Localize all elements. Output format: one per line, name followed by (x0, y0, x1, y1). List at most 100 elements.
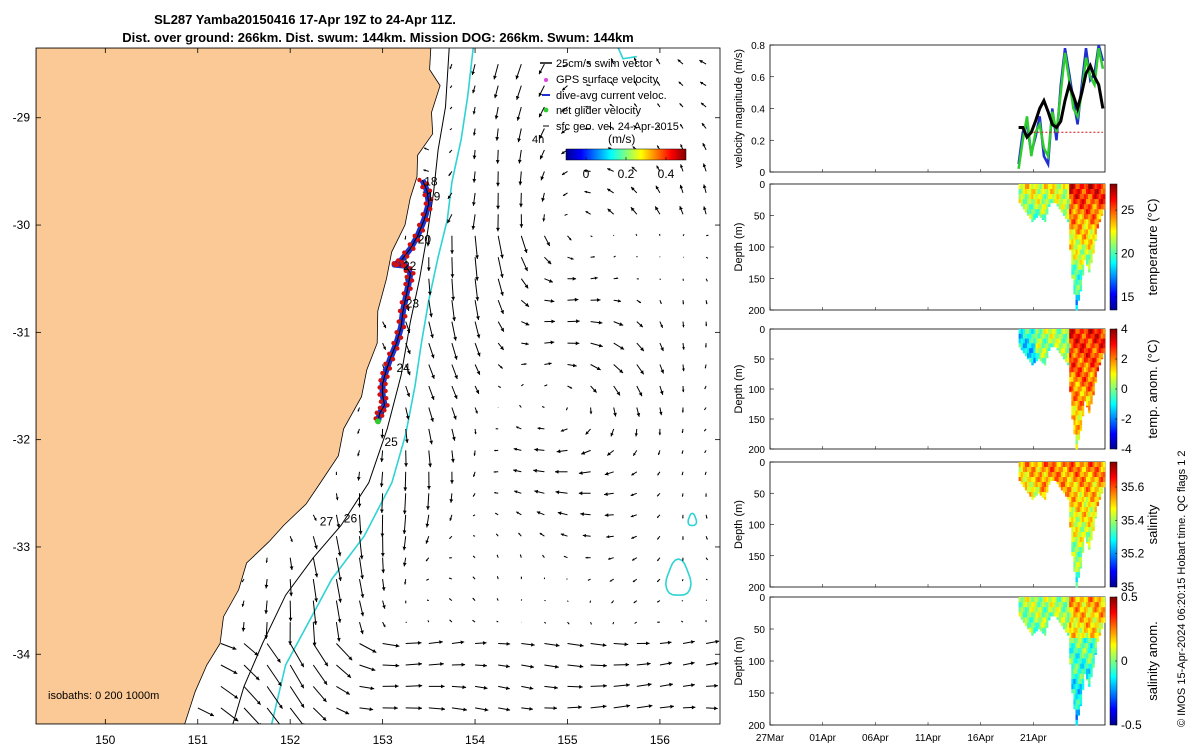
temperature-cell (1075, 214, 1078, 220)
temperature-cell (1079, 184, 1083, 190)
salinity-cell (1024, 472, 1028, 478)
temp_anom-cell (1071, 353, 1074, 359)
temp_anom-cell (1077, 357, 1080, 363)
velocity-vector (584, 190, 591, 194)
temp_anom-cell (1098, 343, 1102, 349)
temperature-cell (1065, 209, 1068, 215)
salinity-cell (1077, 477, 1080, 483)
temp_anom-cell (1046, 343, 1049, 349)
salinity-cell (1048, 477, 1051, 483)
sal_anom-cell (1035, 607, 1038, 613)
temperature-cell (1090, 254, 1093, 260)
temp_anom-cell (1039, 353, 1043, 359)
salinity-ytick-label: 150 (748, 552, 765, 563)
temp_anom-cell (1092, 381, 1095, 387)
temp_anom-cell (1081, 410, 1085, 416)
sal_anom-cell (1079, 653, 1083, 659)
temperature-cell (1083, 224, 1087, 230)
track-dot-red (377, 392, 382, 397)
velocity-vector (451, 385, 458, 400)
temp_anom-cell (1020, 343, 1024, 349)
temperature-cell (1050, 184, 1053, 190)
salinity-cell (1065, 492, 1068, 497)
temp_anom-cell (1075, 377, 1078, 383)
temp_anom-cell (1041, 333, 1045, 339)
salinity-cell (1069, 487, 1072, 493)
temperature-cell (1073, 224, 1076, 230)
temp_anom-cell (1081, 381, 1085, 387)
salinity-cell (1058, 482, 1061, 488)
time-tick-label: 01Apr (809, 733, 836, 744)
velocity-vector (312, 643, 329, 667)
salinity-cell (1067, 477, 1070, 483)
velocity-vector (606, 450, 615, 456)
velocity-vector (359, 664, 376, 672)
temp_anom-cell (1102, 338, 1106, 344)
velocity-vector (609, 103, 614, 108)
temperature-cell (1069, 209, 1072, 215)
sal_anom-cell (1073, 627, 1076, 634)
temp_anom-cell (1043, 353, 1047, 359)
velocity-vector (404, 579, 407, 585)
temp_anom-cell (1020, 338, 1024, 344)
temperature-cell (1086, 259, 1089, 265)
temperature-cell (1069, 214, 1072, 220)
sal_anom-cell (1088, 597, 1091, 603)
day-label: 18 (424, 174, 438, 188)
track-dot-red (380, 370, 385, 376)
temp_anom-cell (1060, 353, 1064, 357)
temperature-cell (1039, 199, 1043, 205)
temperature-cell (1079, 244, 1083, 250)
sal_anom-cell (1073, 612, 1076, 618)
sal_anom-cell (1094, 643, 1097, 649)
temp_anom-cell (1022, 338, 1026, 344)
temp_anom-cell (1094, 367, 1097, 373)
velocity-vector (475, 707, 489, 712)
temp_anom-cell (1081, 353, 1085, 359)
salinity-cell (1069, 467, 1072, 473)
salinity-cell (1090, 522, 1093, 528)
temperature-cell (1037, 214, 1040, 216)
temp_anom-cell (1052, 338, 1055, 344)
salinity-cell (1092, 527, 1095, 532)
temp_anom-cell (1039, 329, 1043, 335)
velocity-vector (654, 206, 661, 215)
velocity-vector (580, 512, 591, 517)
salinity-cell (1033, 487, 1036, 493)
temp_anom-cell (1086, 367, 1089, 373)
day-label: 27 (320, 515, 334, 529)
temperature-cell (1086, 199, 1089, 205)
velocity-vector (544, 340, 555, 345)
velocity-vector (449, 514, 453, 521)
velocity-vector (604, 471, 614, 476)
track-dot-red (385, 374, 390, 379)
velocity-vector (680, 164, 684, 172)
salinity-cell (1069, 527, 1072, 528)
salinity-cell (1086, 502, 1089, 508)
salinity-cell (1050, 462, 1053, 468)
temp_anom-ytick-label: 200 (748, 445, 765, 456)
velocity-vector (312, 686, 327, 703)
sal_anom-cell (1079, 704, 1083, 707)
sal_anom-cell (1035, 622, 1038, 628)
temperature-cell (1062, 184, 1066, 190)
track-dot-red (402, 250, 407, 255)
temp_anom-cell (1079, 367, 1083, 373)
temperature-cell (1094, 224, 1097, 230)
sal_anom-cell (1071, 663, 1074, 669)
salinity-cell (1100, 487, 1104, 493)
salinity-cell (1043, 497, 1047, 500)
velocity-vector (451, 662, 466, 667)
velocity-vector (541, 406, 545, 408)
salinity-cell (1086, 537, 1089, 543)
velocity-vector (428, 300, 433, 318)
sal_anom-cell (1077, 622, 1080, 628)
velocity-vector (607, 208, 615, 215)
sal_anom-cell (1039, 612, 1043, 618)
temperature-ylabel: Depth (m) (733, 223, 745, 272)
temperature-cell (1086, 249, 1089, 255)
temp_anom-cell (1075, 429, 1078, 435)
salinity-cell (1086, 497, 1089, 503)
